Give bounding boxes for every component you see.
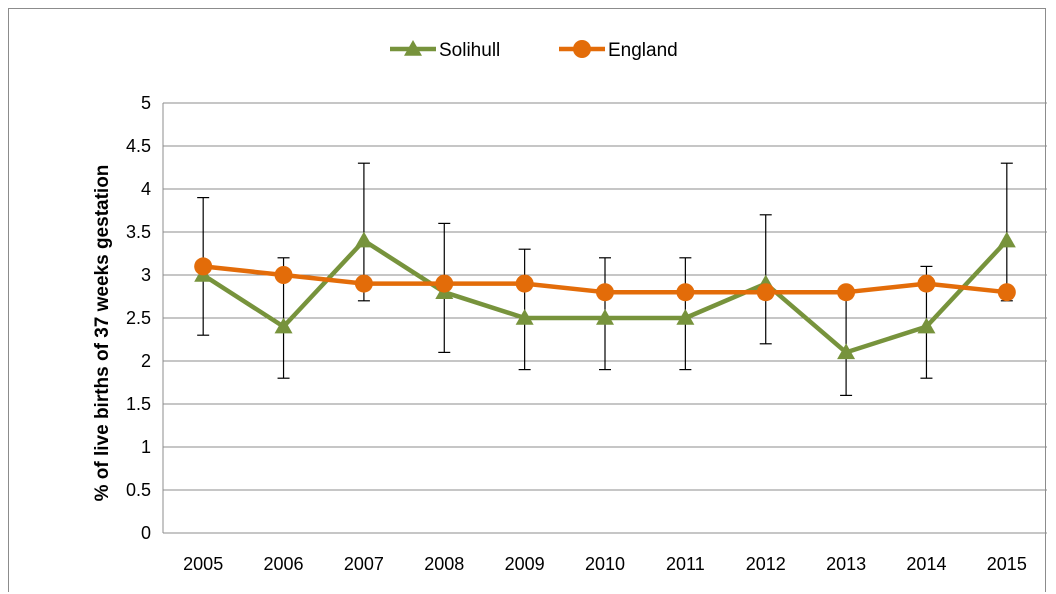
y-tick-label: 5 [141, 93, 151, 113]
data-point-england [676, 283, 695, 302]
data-point-solihull [354, 231, 373, 248]
data-point-england [756, 283, 775, 302]
data-point-england [354, 274, 373, 293]
x-tick-label: 2013 [826, 554, 866, 574]
y-tick-label: 2 [141, 351, 151, 371]
y-tick-label: 4 [141, 179, 151, 199]
data-point-solihull [917, 317, 936, 334]
legend-marker-solihull [404, 40, 422, 56]
data-point-england [274, 266, 293, 284]
y-axis-title: % of live births of 37 weeks gestation [92, 165, 113, 502]
x-tick-labels: 2005 2006 2007 2008 2009 2010 2011 2012 2013 2014… [183, 554, 1027, 574]
data-point-solihull [676, 309, 695, 325]
data-point-england [515, 274, 534, 293]
legend-marker-england [573, 40, 591, 58]
data-point-solihull [596, 309, 614, 325]
legend-label-england: England [608, 40, 678, 61]
data-point-england [917, 274, 936, 293]
y-tick-label: 0.5 [126, 480, 151, 500]
data-point-england [837, 283, 856, 302]
legend-item-solihull: Solihull [390, 40, 500, 61]
legend: Solihull England [390, 40, 678, 61]
x-tick-label: 2006 [264, 554, 304, 574]
x-tick-label: 2008 [424, 554, 464, 574]
data-point-england [435, 274, 454, 293]
y-tick-label: 0 [141, 523, 151, 543]
x-tick-label: 2007 [344, 554, 384, 574]
data-point-england [596, 283, 614, 302]
y-tick-label: 2.5 [126, 308, 151, 328]
y-tick-label: 4.5 [126, 136, 151, 156]
data-point-england [997, 283, 1016, 302]
y-tick-label: 1 [141, 437, 151, 457]
y-tick-label: 1.5 [126, 394, 151, 414]
data-point-solihull [837, 343, 856, 360]
x-tick-label: 2015 [987, 554, 1027, 574]
data-point-england [194, 257, 213, 276]
y-tick-label: 3 [141, 265, 151, 285]
legend-label-solihull: Solihull [439, 40, 500, 61]
data-point-solihull [997, 231, 1016, 248]
axes [162, 103, 1047, 534]
y-tick-labels: 0 0.5 1 1.5 2 2.5 3 3.5 4 4.5 5 [126, 93, 151, 543]
chart-frame [8, 8, 1046, 592]
data-point-solihull [515, 309, 534, 325]
data-point-solihull [274, 317, 293, 334]
x-tick-label: 2011 [666, 554, 705, 574]
x-tick-label: 2010 [585, 554, 625, 574]
y-tick-label: 3.5 [126, 222, 151, 242]
legend-item-england: England [559, 40, 678, 61]
x-tick-label: 2005 [183, 554, 223, 574]
x-tick-label: 2012 [746, 554, 786, 574]
series-markers [194, 231, 1016, 360]
x-tick-label: 2014 [906, 554, 946, 574]
x-tick-label: 2009 [505, 554, 545, 574]
